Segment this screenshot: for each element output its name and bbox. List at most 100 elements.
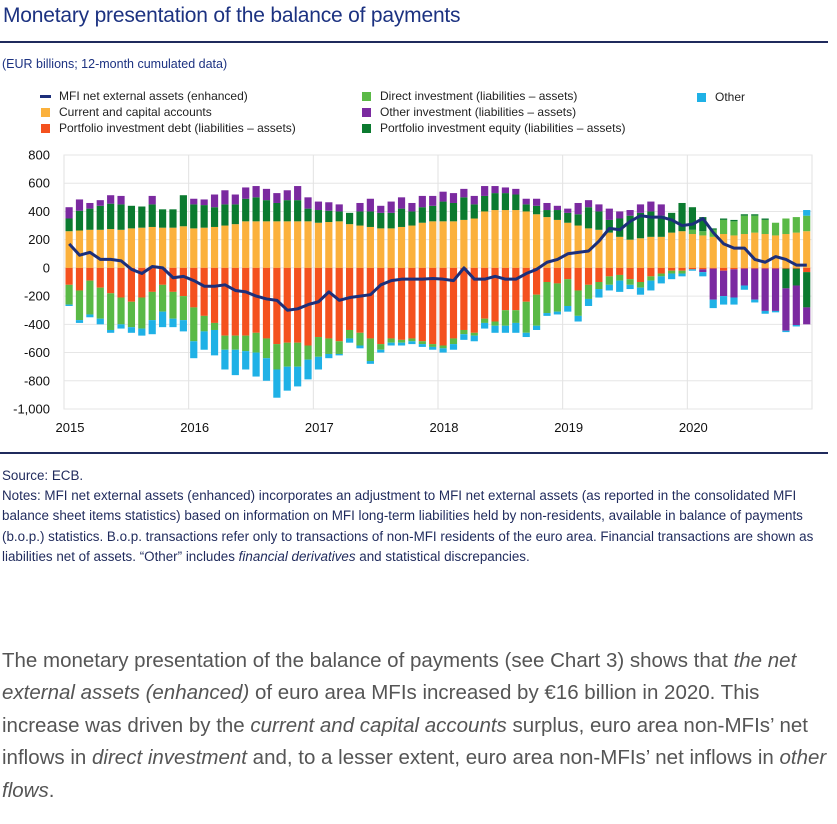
bar-segment-direct-2 — [584, 284, 593, 299]
bar-segment-portfolio-1 — [262, 267, 271, 339]
bar-segment-direct-2 — [533, 294, 541, 326]
legend-swatch — [362, 123, 371, 133]
bar-segment-portfolio-1 — [96, 267, 104, 288]
source-text: Source: ECB. — [2, 468, 84, 483]
bar-segment-other-5 — [595, 289, 603, 298]
bar-segment-direct-2 — [605, 276, 613, 285]
text: The monetary presentation of the balance… — [2, 649, 734, 672]
bar-segment-other-5 — [418, 344, 426, 347]
bar-segment-portfolio-1 — [377, 267, 385, 345]
bar-segment-other-5 — [460, 334, 468, 340]
bar-segment-portfolio-1 — [397, 267, 406, 340]
bar-segment-portfolio-3 — [200, 205, 208, 228]
bar-segment-portfolio-3 — [231, 204, 239, 225]
bar-segment-other-5 — [792, 325, 800, 327]
bar-segment-portfolio-3 — [564, 212, 572, 223]
y-tick-label: -800 — [24, 373, 50, 388]
x-tick-label: 2016 — [180, 420, 209, 435]
bar-segment-other-5 — [626, 284, 634, 290]
legend-label: Other — [715, 90, 746, 104]
bar-segment-portfolio-3 — [574, 214, 582, 226]
bar-segment-current-0 — [709, 236, 717, 268]
legend-item-current: Current and capital accounts — [41, 105, 212, 119]
bar-segment-current-0 — [262, 221, 271, 268]
bar-segment-portfolio-1 — [626, 267, 634, 280]
bar-segment-portfolio-3 — [553, 210, 561, 220]
bar-segment-direct-2 — [470, 332, 478, 336]
y-tick-label: 800 — [28, 148, 50, 163]
bar-segment-current-0 — [761, 234, 769, 268]
bar-segment-other-4 — [210, 194, 219, 208]
bar-segment-portfolio-1 — [273, 267, 281, 345]
bar-segment-current-0 — [335, 221, 343, 268]
bar-segment-other-4 — [595, 204, 603, 212]
bar-segment-portfolio-1 — [470, 267, 478, 333]
bar-segment-portfolio-3 — [429, 205, 437, 222]
bar-segment-other-4 — [377, 205, 385, 213]
bar-segment-current-0 — [792, 232, 800, 268]
bar-segment-current-0 — [179, 226, 187, 268]
bar-segment-other-4 — [626, 210, 634, 216]
bar-segment-other-5 — [605, 284, 613, 291]
bar-segment-direct-2 — [65, 284, 73, 305]
bar-segment-other-5 — [117, 324, 125, 329]
bar-segment-portfolio-3 — [252, 197, 260, 222]
bar-segment-other-5 — [86, 314, 94, 318]
bar-segment-current-0 — [96, 229, 104, 268]
bar-segment-portfolio-3 — [75, 210, 84, 231]
bar-segment-other-5 — [709, 299, 717, 309]
bar-segment-other-5 — [127, 327, 136, 333]
bar-segment-portfolio-3 — [96, 205, 104, 230]
bar-segment-other-4 — [533, 198, 541, 206]
bar-segment-portfolio-1 — [616, 267, 624, 275]
bar-segment-other-4 — [356, 202, 364, 212]
bar-segment-direct-2 — [771, 222, 780, 236]
bar-segment-other-4 — [782, 288, 790, 331]
bar-segment-direct-2 — [273, 344, 281, 370]
legend-swatch — [362, 91, 371, 101]
bar-segment-portfolio-3 — [439, 201, 447, 222]
legend-item-direct: Direct investment (liabilities – assets) — [362, 89, 577, 103]
bar-segment-other-4 — [314, 201, 323, 211]
bar-segment-portfolio-3 — [491, 193, 499, 211]
legend-label: Portfolio investment debt (liabilities –… — [59, 121, 296, 135]
bar-segment-portfolio-3 — [678, 202, 686, 232]
notes-link[interactable]: financial derivatives — [238, 548, 356, 564]
bar-segment-current-0 — [647, 236, 655, 268]
bar-segment-other-5 — [657, 276, 665, 284]
bar-segment-portfolio-3 — [377, 212, 385, 229]
bar-segment-direct-2 — [429, 344, 437, 347]
bar-segment-other-4 — [200, 199, 208, 206]
bar-segment-portfolio-1 — [356, 267, 364, 333]
bar-segment-other-5 — [314, 356, 323, 370]
bar-segment-other-5 — [304, 359, 312, 380]
legend-swatch — [41, 123, 50, 133]
bar-segment-portfolio-1 — [127, 267, 136, 302]
bar-segment-other-4 — [470, 195, 478, 205]
bar-segment-current-0 — [584, 228, 593, 268]
bar-segment-portfolio-3 — [543, 210, 551, 218]
bar-segment-other-5 — [616, 280, 624, 292]
bar-segment-other-5 — [688, 269, 697, 271]
bar-segment-direct-2 — [543, 282, 551, 314]
bar-segment-current-0 — [751, 232, 759, 268]
bar-segment-direct-2 — [408, 338, 416, 342]
bar-segment-portfolio-3 — [688, 207, 697, 230]
bar-segment-portfolio-1 — [564, 267, 572, 280]
bar-segment-other-4 — [294, 186, 302, 201]
bar-segment-other-5 — [200, 331, 208, 350]
notes-part: Notes: MFI net external assets (enhanced… — [2, 488, 814, 564]
bar-segment-portfolio-1 — [688, 267, 697, 270]
bar-segment-portfolio-1 — [533, 267, 541, 295]
bar-segment-current-0 — [730, 235, 738, 268]
bar-segment-current-0 — [460, 219, 468, 268]
bar-segment-other-4 — [803, 307, 811, 325]
bar-segment-other-5 — [678, 273, 686, 277]
bar-segment-direct-2 — [522, 301, 530, 333]
bar-segment-direct-2 — [730, 221, 738, 236]
bar-segment-other-4 — [242, 187, 250, 199]
bar-segment-current-0 — [273, 221, 281, 268]
bar-segment-portfolio-3 — [283, 200, 291, 222]
bar-segment-other-4 — [283, 190, 291, 201]
bar-segment-portfolio-1 — [761, 267, 769, 269]
